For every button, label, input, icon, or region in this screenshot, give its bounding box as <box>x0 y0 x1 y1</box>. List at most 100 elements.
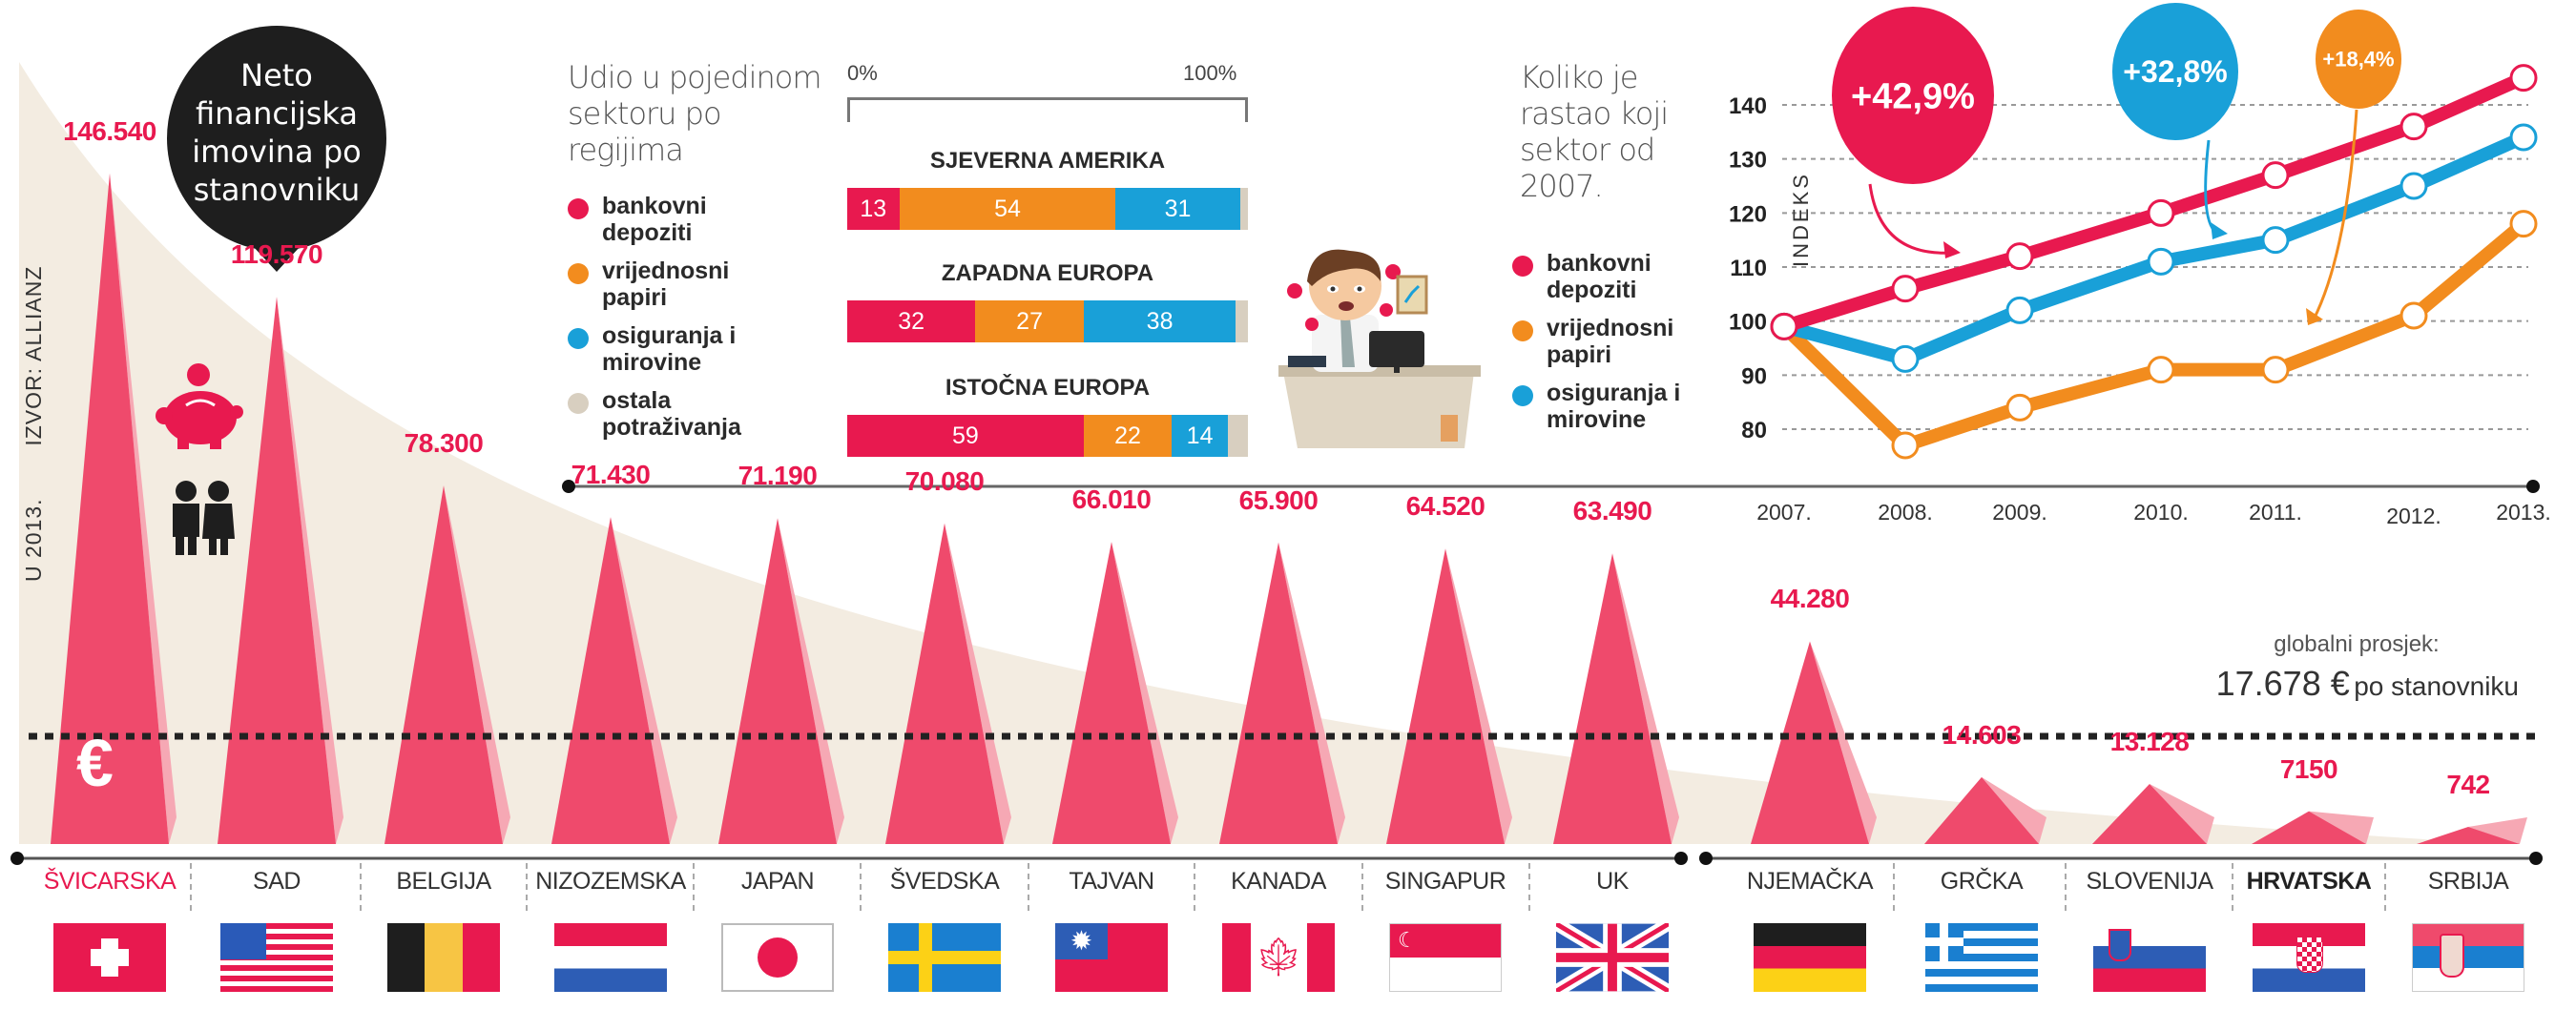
region-title: ZAPADNA EUROPA <box>941 260 1154 286</box>
peak-japan <box>718 518 837 844</box>
arrowhead <box>2211 222 2228 239</box>
x-tick-label: 2007. <box>1756 500 1812 525</box>
bubble-text-line: stanovniku <box>194 172 361 208</box>
flag-njemačka <box>1754 923 1866 992</box>
flag-nizozemska <box>554 923 667 992</box>
value-label: 14.603 <box>1942 719 2022 750</box>
data-point <box>2147 356 2175 384</box>
flag-švedska <box>888 923 1001 992</box>
global-average-value: 17.678 € <box>2215 664 2350 703</box>
value-label: 742 <box>2446 770 2490 799</box>
peak-srbija <box>2417 827 2520 844</box>
legend-dot-icon <box>568 393 589 414</box>
callout-text: +42,9% <box>1851 76 1975 116</box>
flag-kanada: 🍁︎ <box>1222 923 1335 992</box>
data-point <box>2399 301 2428 330</box>
growth-legend: bankovni depoziti vrijednosni papiri osigura… <box>1512 250 1703 444</box>
peak-kanada <box>1219 542 1338 844</box>
country-label: HRVATSKA <box>2246 868 2372 895</box>
peaks-layer <box>51 173 2527 845</box>
stacked-bar: 59 22 14 <box>847 415 1248 457</box>
callout-bubble <box>1832 7 1994 184</box>
peak-shadow <box>1445 548 1512 844</box>
peak-shadow <box>1982 776 2046 844</box>
legend-item: osiguranja i mirovine <box>568 322 835 376</box>
peak-nizozemska <box>551 517 670 844</box>
peak-singapur <box>1386 548 1505 844</box>
legend-dot-icon <box>1512 256 1533 277</box>
legend-label: bankovni depoziti <box>1547 250 1652 303</box>
country-label: SINGAPUR <box>1384 868 1506 895</box>
people-icon <box>173 481 235 555</box>
sector-share-legend: bankovni depoziti vrijednosni papiri osigura… <box>568 193 835 452</box>
businessman-illustration <box>1278 249 1481 448</box>
peak-uk <box>1553 553 1672 844</box>
country-label: GRČKA <box>1940 868 2024 895</box>
value-label: 7150 <box>2279 753 2338 784</box>
country-label: NIZOZEMSKA <box>535 868 686 895</box>
x-tick-label: 2011. <box>2249 500 2302 525</box>
peak-švicarska <box>51 173 169 844</box>
legend-label: vrijednosni papiri <box>602 258 730 311</box>
peak-shadow <box>611 517 677 844</box>
legend-item: vrijednosni papiri <box>1512 315 1703 368</box>
country-label: ŠVEDSKA <box>889 868 1000 895</box>
country-label: NJEMAČKA <box>1746 868 1874 895</box>
legend-label: bankovni depoziti <box>602 193 707 246</box>
bar-segment: 27 <box>975 300 1084 342</box>
callout-text: +18,4% <box>2322 48 2394 72</box>
side-note-year: U 2013. <box>21 498 46 582</box>
side-note-source: IZVOR: ALLIANZ <box>21 265 46 446</box>
stacked-bar: 13 54 31 <box>847 188 1248 230</box>
bar-segment: 54 <box>899 188 1116 230</box>
peak-shadow <box>945 523 1011 844</box>
flag-srbija <box>2412 923 2524 992</box>
sector-share-title: Udio u pojedinom sektoru po regijima <box>568 59 822 168</box>
x-tick-label: 2013. <box>2496 500 2551 525</box>
data-point <box>2509 64 2538 93</box>
growth-title: Koliko je rastao koji sektor od 2007. <box>1520 59 1669 204</box>
x-tick-label: 2008. <box>1878 500 1933 525</box>
peak-hrvatska <box>2252 811 2366 844</box>
data-point <box>2147 198 2175 227</box>
data-point <box>2005 242 2034 271</box>
bar-segment <box>1236 300 1248 342</box>
bar-segment: 14 <box>1172 415 1228 457</box>
flag-tajvan: ✹ <box>1055 923 1168 992</box>
flag-hrvatska <box>2253 923 2365 992</box>
peak-shadow <box>2150 783 2214 844</box>
data-point <box>2509 210 2538 238</box>
global-average-label: globalni prosjek: <box>2274 631 2440 657</box>
data-point <box>2261 356 2290 384</box>
country-label: SAD <box>253 868 301 895</box>
value-label: 65.900 <box>1238 484 1319 515</box>
callout-arrow <box>2204 139 2219 236</box>
bar-segment: 31 <box>1115 188 1240 230</box>
euro-icon: € <box>76 726 114 800</box>
value-label: 13.128 <box>2109 726 2190 756</box>
peak-shadow <box>277 297 343 845</box>
bubble-text-line: Neto <box>240 57 313 93</box>
peak-shadow <box>444 485 510 844</box>
legend-dot-icon <box>568 263 589 284</box>
peak-tajvan <box>1052 542 1171 844</box>
legend-label: ostala potraživanja <box>602 387 741 441</box>
scale-min-label: 0% <box>847 61 878 85</box>
global-average: globalni prosjek: 17.678 € po stanovniku <box>2137 631 2519 704</box>
section-divider <box>562 480 2540 493</box>
y-tick-label: 130 <box>1729 148 1767 174</box>
value-label: 66.010 <box>1071 484 1152 515</box>
value-label: 71.430 <box>571 460 651 490</box>
peak-grčka <box>1924 776 2039 844</box>
bar-segment: 38 <box>1083 300 1236 342</box>
legend-item: osiguranja i mirovine <box>1512 380 1703 433</box>
peak-shadow <box>778 518 844 844</box>
peak-slovenija <box>2092 783 2207 844</box>
data-point <box>2005 393 2034 422</box>
y-tick-label: 120 <box>1729 201 1767 227</box>
country-label: JAPAN <box>740 868 815 895</box>
country-label: ŠVICARSKA <box>43 868 177 895</box>
bar-segment: 32 <box>847 300 976 342</box>
data-point <box>2261 226 2290 255</box>
